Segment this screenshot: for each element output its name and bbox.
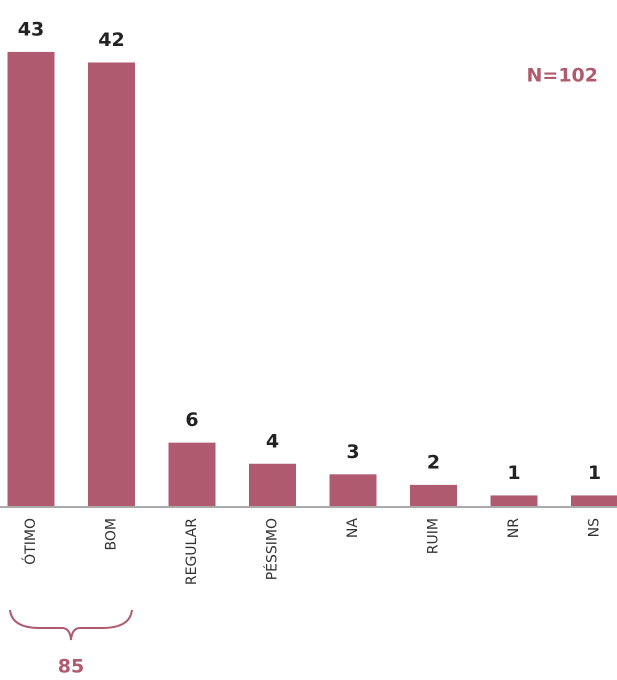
value-label: 1: [588, 462, 601, 484]
x-tick-label: NA: [345, 518, 361, 538]
value-label: 3: [346, 441, 359, 463]
bar: [329, 474, 377, 506]
value-label: 6: [185, 409, 198, 431]
sample-size: N=102: [527, 65, 598, 87]
value-label: 4: [266, 430, 279, 452]
value-label: 2: [427, 451, 440, 473]
bar: [410, 484, 457, 506]
x-tick-label: NR: [506, 518, 522, 538]
x-tick-label: REGULAR: [184, 518, 200, 585]
bar: [490, 495, 538, 506]
brace-total: 85: [58, 656, 84, 678]
bar: [7, 51, 55, 507]
value-label: 43: [18, 18, 44, 40]
value-label: 1: [507, 462, 520, 484]
brace: [9, 609, 133, 641]
bar: [249, 463, 296, 506]
x-tick-label: NS: [587, 518, 603, 537]
x-tick-label: RUIM: [426, 518, 442, 554]
x-tick-label: BOM: [104, 518, 120, 550]
x-tick-label: ÓTIMO: [21, 518, 39, 565]
bar: [88, 62, 135, 506]
x-tick-label: PÉSSIMO: [264, 518, 281, 580]
value-label: 42: [98, 29, 124, 51]
bar: [571, 495, 617, 506]
bar: [168, 442, 216, 506]
